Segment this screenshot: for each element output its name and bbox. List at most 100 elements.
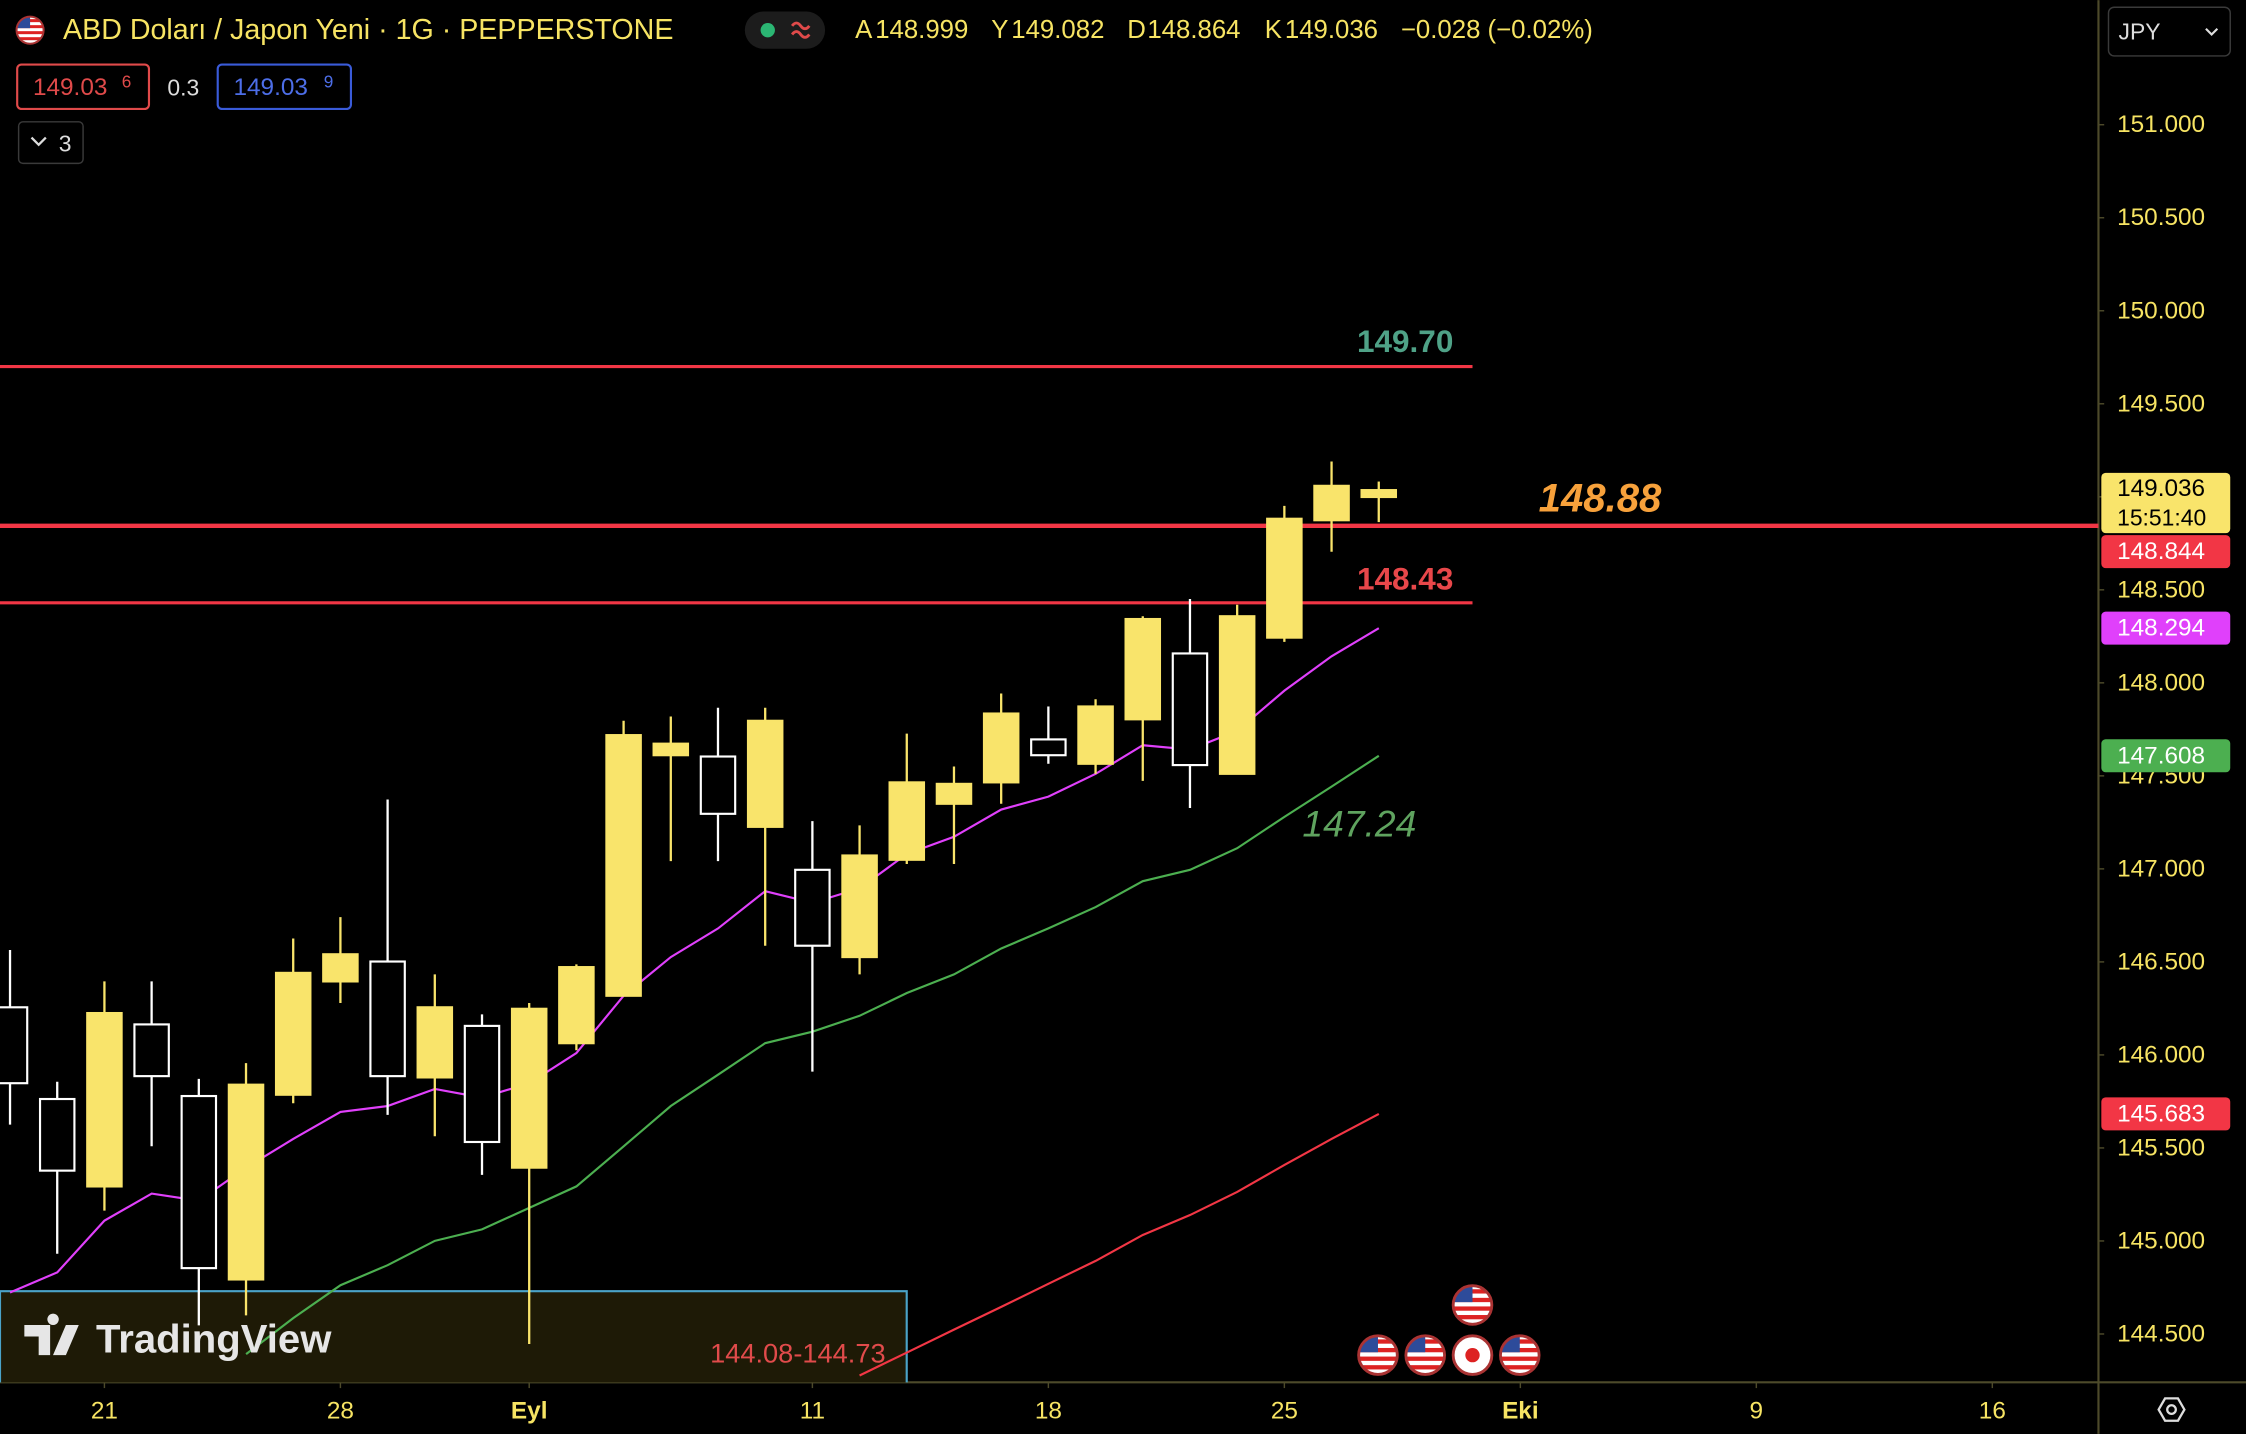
y-tick-label: 150.500 [2117, 204, 2205, 231]
candle-body [1030, 738, 1067, 757]
ma-price-tag-bg [2101, 1097, 2231, 1131]
watermark: TradingView [24, 1313, 332, 1361]
y-tick-label: 145.000 [2117, 1227, 2205, 1254]
status-pill[interactable] [744, 11, 826, 49]
ohlc-letter: K [1265, 16, 1282, 44]
ma-price-tag: 147.608 [2117, 742, 2205, 769]
candle-body [463, 1024, 501, 1144]
candle-body [1124, 617, 1162, 721]
x-tick-label: Eki [1502, 1397, 1539, 1424]
x-tick-label: 18 [1035, 1397, 1062, 1424]
y-tick-label: 146.000 [2117, 1041, 2205, 1068]
y-tick-label: 150.000 [2117, 297, 2205, 324]
candle-body [322, 953, 359, 983]
candle-body [274, 971, 312, 1096]
level-price-tag-bg [2101, 535, 2231, 569]
ma-price-tag-bg [2101, 611, 2231, 645]
symbol-header[interactable]: ABD Doları / Japon Yeni · 1G · PEPPERSTO… [17, 14, 674, 46]
currency-box [2107, 6, 2231, 57]
last-price-tag-bg [2101, 472, 2231, 534]
chevron [30, 136, 47, 147]
candle-body [982, 712, 1020, 784]
sell-button[interactable]: 149.03 6 [16, 63, 151, 111]
symbol-title[interactable]: ABD Doları / Japon Yeni · 1G · PEPPERSTO… [63, 14, 673, 46]
event-icon[interactable] [1453, 1286, 1492, 1325]
market-open-dot [760, 23, 775, 38]
watermark-logo [24, 1313, 79, 1356]
ask-price: 149.03 [233, 74, 307, 101]
candle-body [1218, 615, 1256, 775]
candle-body [1077, 705, 1114, 765]
settings-icon [2157, 1397, 2186, 1422]
annotation: 147.24 [1302, 803, 1416, 845]
x-tick-label: 25 [1271, 1397, 1298, 1424]
x-tick-label: 21 [91, 1397, 118, 1424]
symbol-flag [17, 17, 44, 44]
y-tick-label: 147.000 [2117, 855, 2205, 882]
spread: 0.3 [167, 74, 199, 100]
buy-button[interactable]: 149.03 9 [216, 63, 353, 111]
settings-button[interactable] [2157, 1397, 2186, 1422]
chevron [2205, 27, 2219, 36]
x-tick-label: 16 [1979, 1397, 2006, 1424]
delay-icon [790, 21, 811, 39]
candle-body [38, 1097, 76, 1172]
ohlc-letter: D [1127, 16, 1146, 44]
buy-box [216, 63, 353, 111]
economic-events[interactable] [1359, 1286, 1539, 1375]
candle-body [369, 960, 406, 1078]
candle-body [699, 755, 737, 815]
sell-box [16, 63, 151, 111]
zone-label: 144.08-144.73 [710, 1337, 885, 1368]
currency-label: JPY [2119, 19, 2161, 45]
candle-body [794, 868, 831, 947]
bid-pip: 6 [122, 72, 132, 92]
indicators-count: 3 [59, 130, 72, 156]
currency-dropdown[interactable]: JPY [2107, 6, 2231, 57]
ma-price-tag: 145.683 [2117, 1100, 2205, 1127]
x-tick-label: Eyl [511, 1397, 548, 1424]
candle-body [746, 719, 784, 828]
ma-price-tag-bg [2101, 739, 2231, 773]
watermark-text: TradingView [96, 1317, 332, 1361]
ohlc-letter: Y [991, 16, 1008, 44]
indicators-toggle[interactable]: 3 [17, 121, 84, 165]
event-icon[interactable] [1500, 1336, 1539, 1375]
ohlc-value: 148.864 [1147, 16, 1240, 44]
candle-body [605, 734, 642, 997]
candle-body [652, 742, 690, 757]
level-label: 149.70 [1357, 323, 1453, 359]
candle-body [86, 1011, 123, 1188]
last-price-tag: 149.036 [2117, 475, 2205, 502]
y-tick-label: 149.500 [2117, 390, 2205, 417]
event-icon[interactable] [1359, 1336, 1398, 1375]
change: −0.028 (−0.02%) [1401, 16, 1593, 44]
y-tick-label: 144.500 [2117, 1320, 2205, 1347]
candle-body [180, 1094, 218, 1270]
ohlc-value: 149.082 [1011, 16, 1104, 44]
y-tick-label: 146.500 [2117, 948, 2205, 975]
status-pill-bg [744, 11, 826, 49]
ohlc-value: 148.999 [875, 16, 968, 44]
level-label: 148.43 [1357, 560, 1453, 596]
candle-body [133, 1023, 170, 1078]
moving-average-line [859, 1112, 1380, 1377]
event-icon[interactable] [1406, 1336, 1445, 1375]
ask-pip: 9 [324, 72, 334, 92]
x-tick-label: 28 [327, 1397, 354, 1424]
price-tags: 148.294 147.608 145.683 148.844 149.03615:51… [2101, 472, 2231, 1131]
candle-body [935, 782, 973, 805]
plot-area: 144.08-144.73 149.70 148.43 148.88 147.24 [0, 323, 2099, 1383]
annotation: 148.88 [1539, 477, 1662, 521]
ohlc-value: 149.036 [1285, 16, 1378, 44]
candle-body [888, 781, 926, 861]
bar-countdown: 15:51:40 [2117, 504, 2206, 530]
candle-body [1266, 517, 1303, 639]
x-tick-label: 9 [1750, 1397, 1764, 1424]
event-icon[interactable] [1451, 1334, 1494, 1376]
axes: 144.500 145.000 145.500 146.000 146.500 147.0… [91, 111, 2205, 1424]
candle-body [1360, 489, 1398, 499]
candle-body [416, 1006, 454, 1079]
